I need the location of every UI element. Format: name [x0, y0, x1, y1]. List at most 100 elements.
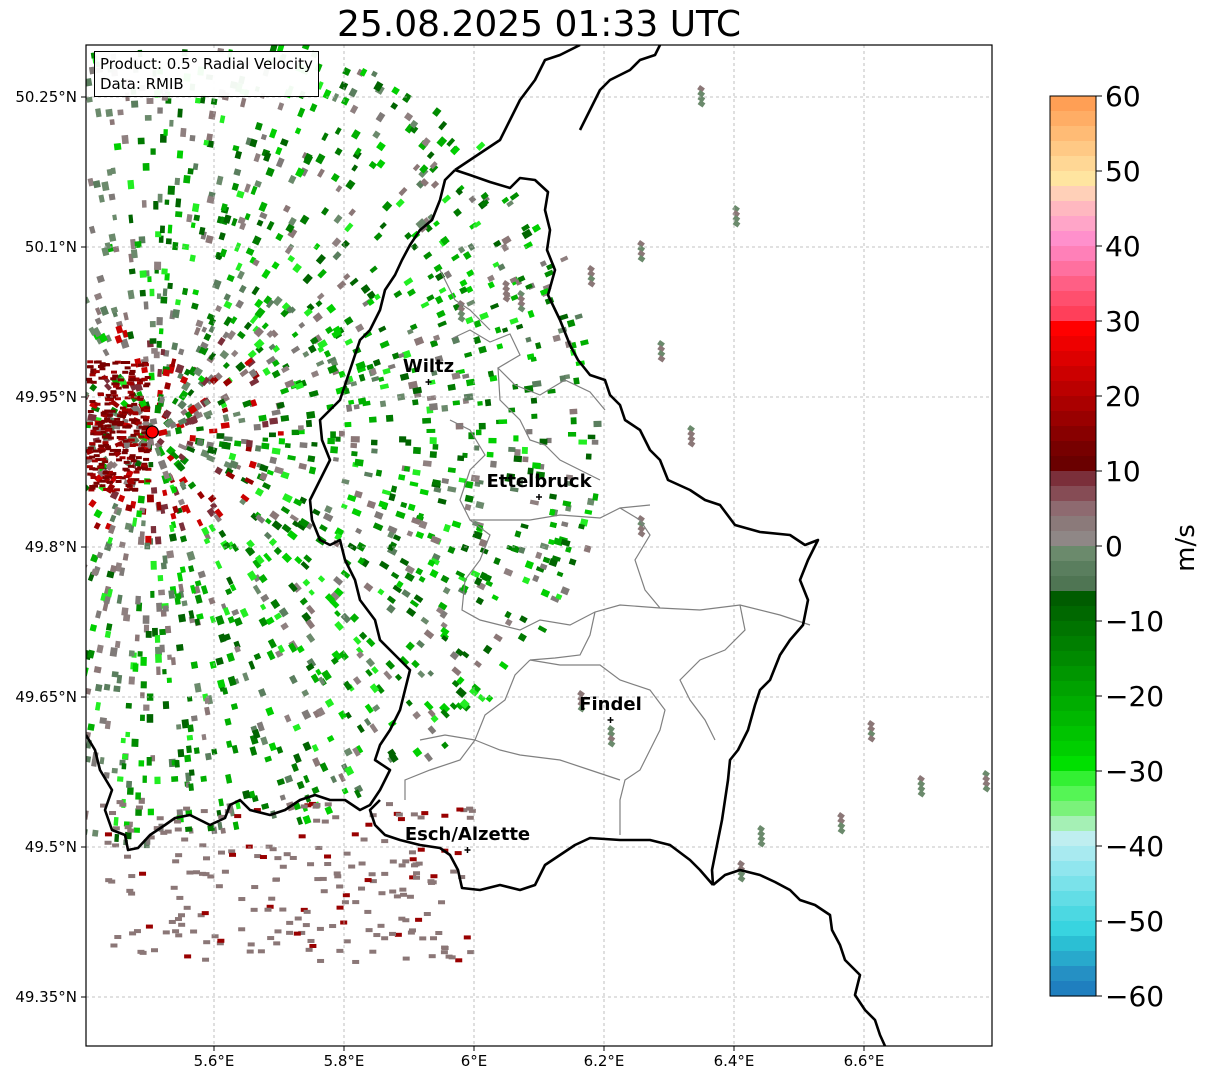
echo-pixel: [535, 566, 545, 573]
echo-pixel: [271, 359, 280, 368]
echo-pixel: [104, 396, 111, 400]
echo-pixel: [181, 380, 191, 392]
echo-pixel: [455, 422, 464, 430]
echo-pixel: [91, 459, 98, 463]
echo-pixel: [513, 435, 519, 442]
echo-pixel: [272, 344, 281, 353]
echo-pixel: [138, 425, 145, 429]
echo-pixel: [269, 417, 279, 425]
lat-tick-label: 49.65°N: [15, 688, 77, 706]
echo-pixel: [399, 887, 407, 892]
echo-pixel: [293, 753, 302, 764]
echo-pixel: [416, 180, 425, 189]
echo-pixel: [272, 295, 283, 307]
echo-pixel: [258, 414, 267, 422]
echo-pixel: [431, 479, 441, 487]
echo-pixel: [157, 107, 163, 114]
echo-pixel: [262, 367, 271, 377]
echo-pixel: [388, 752, 399, 763]
echo-pixel: [89, 486, 96, 490]
be-lu-border: [454, 168, 820, 886]
echo-pixel: [132, 412, 139, 416]
echo-pixel: [120, 361, 127, 365]
echo-pixel: [102, 460, 109, 464]
echo-pixel: [303, 152, 313, 163]
echo-pixel: [142, 775, 147, 783]
colorbar-segment: [1050, 876, 1096, 892]
echo-pixel: [837, 821, 846, 830]
echo-pixel: [313, 802, 321, 807]
echo-pixel: [542, 556, 551, 564]
echo-pixel: [92, 467, 99, 471]
echo-pixel: [917, 779, 926, 788]
echo-pixel: [364, 909, 372, 914]
echo-pixel: [207, 446, 218, 455]
echo-pixel: [331, 93, 340, 103]
echo-pixel: [259, 463, 269, 473]
echo-pixel: [99, 305, 109, 316]
echo-pixel: [282, 493, 293, 504]
echo-pixel: [159, 133, 167, 143]
echo-pixel: [566, 319, 576, 328]
echo-pixel: [587, 274, 596, 283]
echo-pixel: [314, 877, 322, 882]
echo-pixel: [104, 445, 111, 449]
echo-pixel: [191, 203, 200, 213]
echo-pixel: [86, 755, 92, 763]
echo-pixel: [96, 644, 104, 654]
echo-pixel: [203, 940, 211, 945]
echo-pixel: [452, 400, 461, 406]
echo-pixel: [181, 600, 188, 607]
echo-pixel: [657, 339, 665, 348]
echo-pixel: [334, 147, 343, 156]
echo-pixel: [521, 446, 528, 455]
echo-pixel: [93, 481, 100, 485]
echo-pixel: [174, 363, 185, 374]
echo-pixel: [303, 774, 310, 784]
echo-pixel: [254, 854, 262, 859]
echo-pixel: [378, 500, 388, 509]
echo-pixel: [322, 88, 332, 100]
echo-pixel: [105, 108, 114, 118]
echo-pixel: [167, 185, 176, 195]
echo-pixel: [133, 432, 140, 436]
echo-pixel: [271, 369, 281, 379]
echo-pixel: [213, 513, 222, 523]
echo-pixel: [100, 457, 107, 461]
echo-pixel: [417, 512, 424, 521]
echo-pixel: [299, 214, 310, 225]
echo-pixel: [321, 669, 332, 681]
echo-pixel: [222, 361, 230, 370]
echo-pixel: [108, 524, 116, 535]
echo-pixel: [295, 520, 307, 531]
echo-pixel: [214, 372, 223, 381]
echo-pixel: [509, 486, 519, 493]
echo-pixel: [119, 456, 126, 460]
echo-pixel: [564, 480, 572, 486]
echo-pixel: [300, 804, 308, 809]
echo-pixel: [289, 674, 298, 685]
echo-pixel: [355, 361, 366, 371]
echo-pixel: [252, 258, 260, 267]
echo-pixel: [562, 500, 572, 507]
echo-pixel: [412, 399, 419, 406]
echo-pixel: [128, 395, 135, 399]
echo-pixel: [412, 747, 423, 758]
echo-pixel: [238, 897, 246, 902]
city-marker: Esch/Alzette: [405, 824, 530, 853]
echo-pixel: [481, 573, 493, 583]
echo-pixel: [501, 196, 510, 204]
echo-pixel: [223, 214, 232, 224]
echo-pixel: [354, 147, 362, 156]
echo-pixel: [466, 815, 474, 820]
echo-pixel: [244, 545, 256, 557]
echo-pixel: [343, 851, 351, 856]
echo-pixel: [197, 375, 206, 383]
echo-pixel: [455, 702, 464, 711]
echo-pixel: [116, 430, 123, 434]
echo-pixel: [408, 928, 416, 933]
echo-pixel: [220, 422, 230, 429]
echo-pixel: [395, 812, 403, 817]
echo-pixel: [301, 709, 312, 720]
echo-pixel: [97, 424, 104, 428]
